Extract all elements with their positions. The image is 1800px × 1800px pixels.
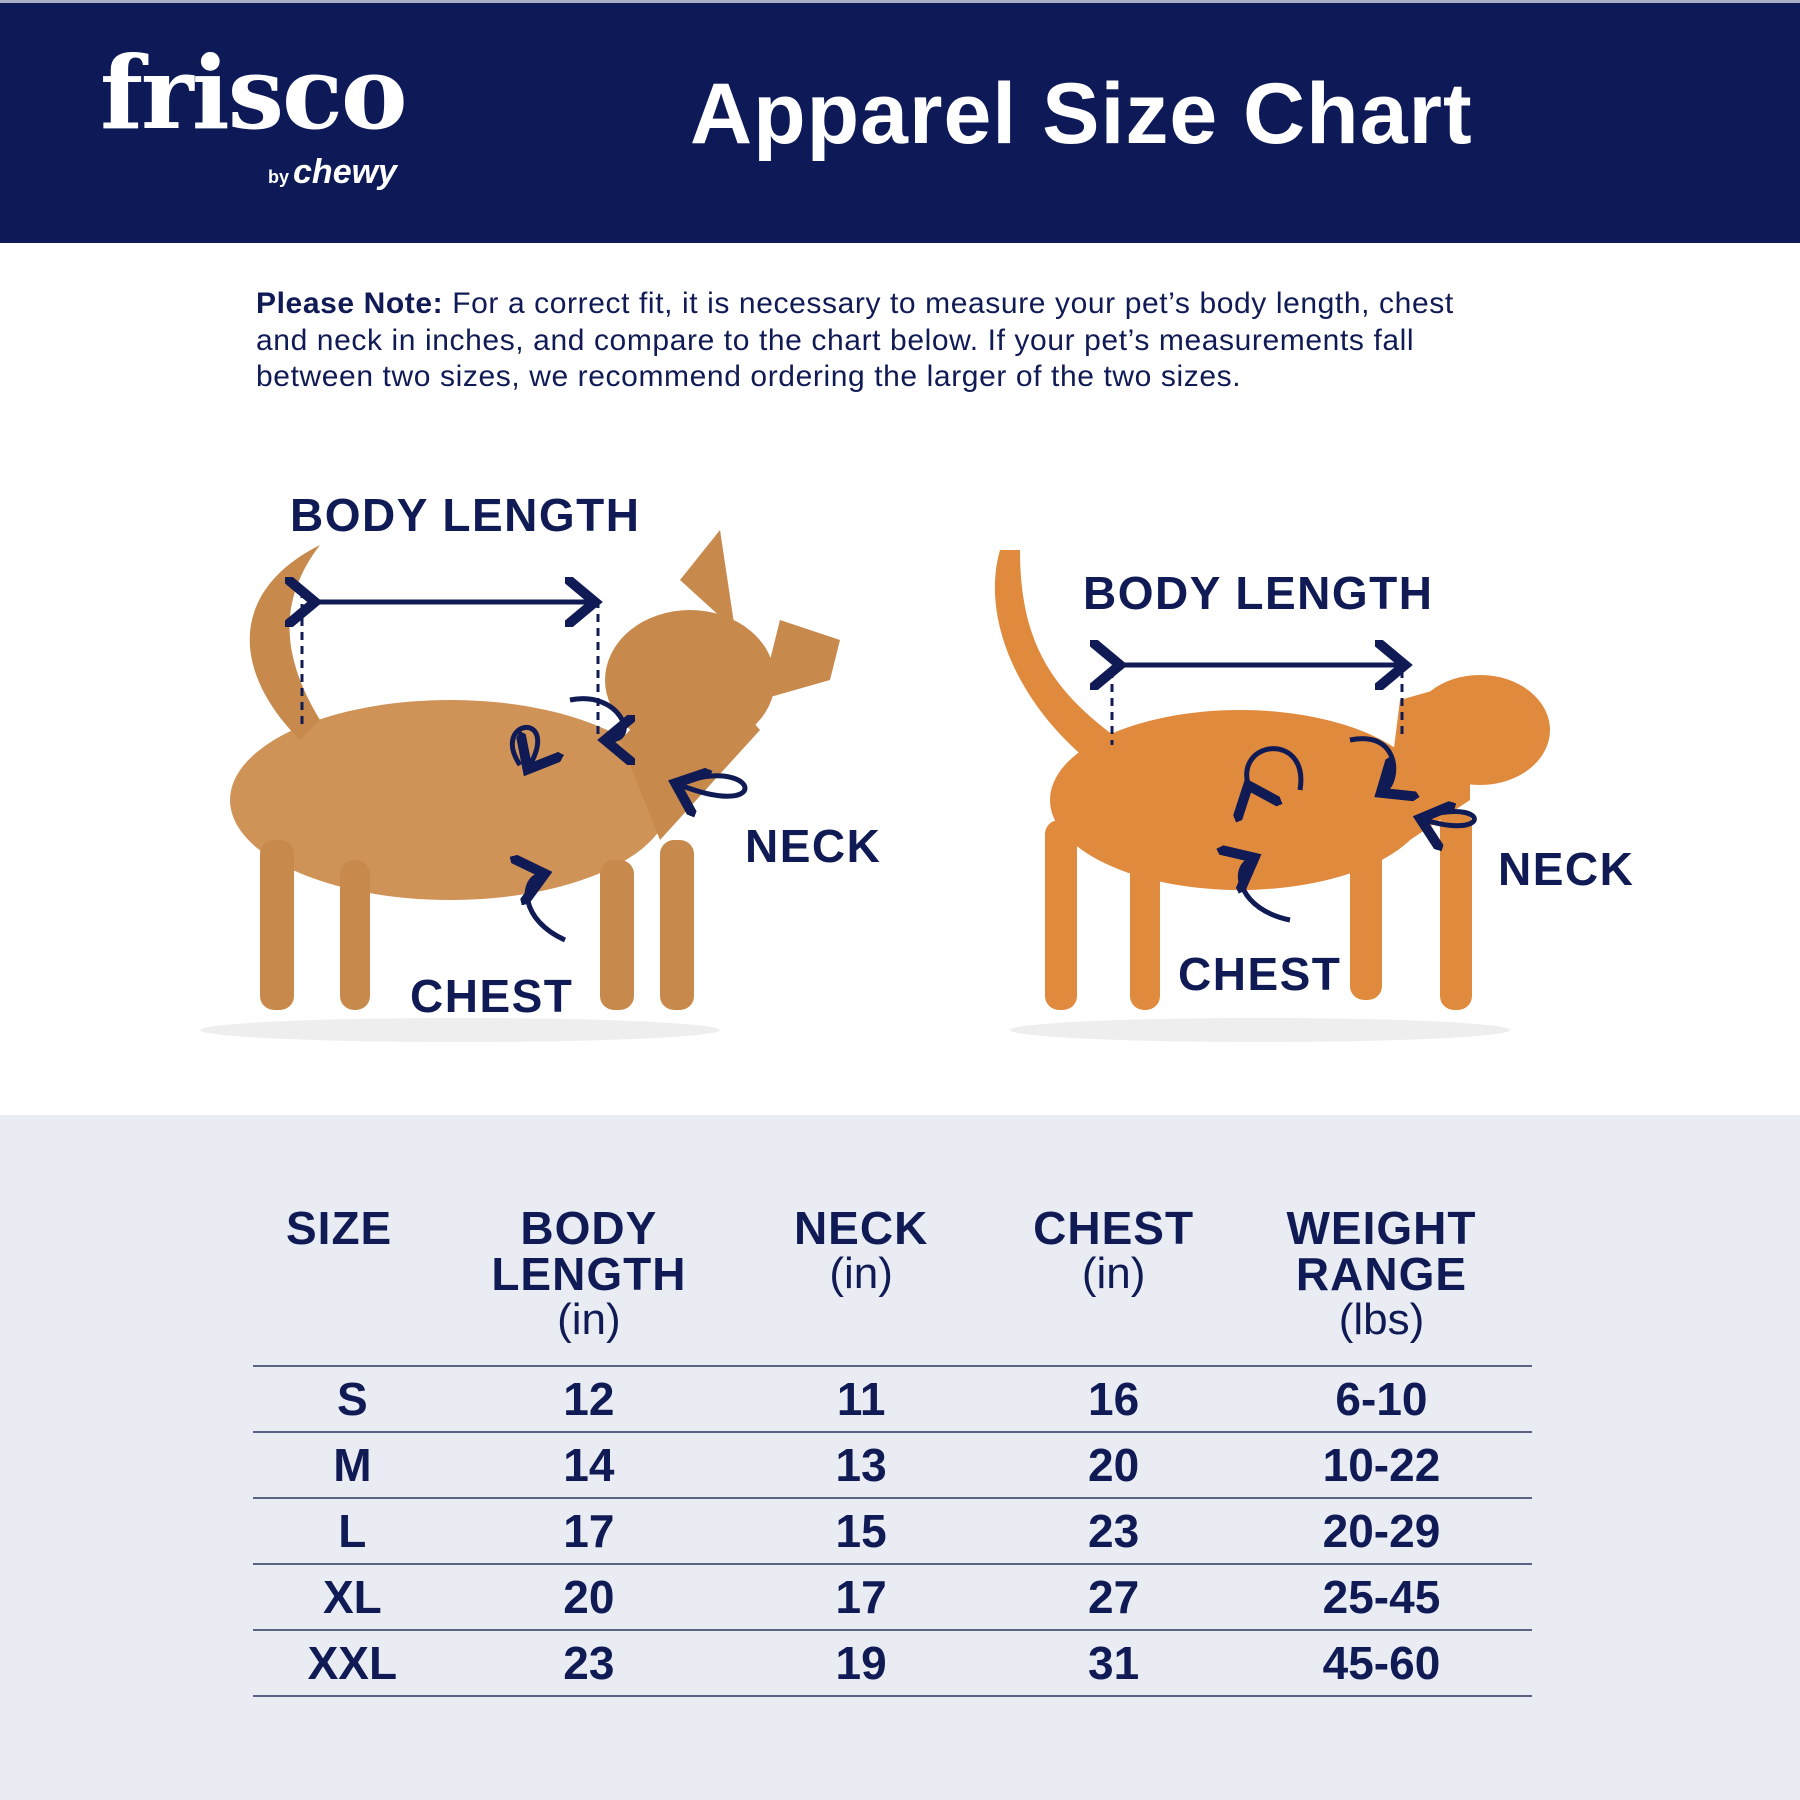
weight-cell: 45-60 <box>1230 1629 1532 1697</box>
header-weight-range: WEIGHT RANGE (lbs) <box>1286 1202 1477 1344</box>
pets-illustration <box>200 530 1550 1042</box>
body-length-cell: 23 <box>451 1629 727 1697</box>
table-row: S 12 11 16 6-10 <box>253 1365 1532 1432</box>
neck-cell: 19 <box>726 1629 997 1697</box>
neck-cell: 17 <box>726 1563 997 1630</box>
dog-measure-marks <box>302 590 748 943</box>
size-cell: XL <box>253 1563 452 1630</box>
logo-text: frisco <box>100 34 408 152</box>
table-header-row: SIZE BODY LENGTH (in) NECK (in) CHEST (in) W… <box>253 1205 1532 1366</box>
neck-cell: 11 <box>726 1365 997 1432</box>
table-row: XL 20 17 27 25-45 <box>253 1563 1532 1630</box>
cat-neck-label: NECK <box>1498 843 1635 895</box>
body-length-cell: 14 <box>451 1431 727 1498</box>
table-row: L 17 15 23 20-29 <box>253 1497 1532 1564</box>
weight-cell: 10-22 <box>1230 1431 1532 1498</box>
logo-brand: chewy <box>293 153 397 191</box>
note-label: Please Note: <box>256 287 444 320</box>
chest-cell: 23 <box>996 1497 1231 1564</box>
body-length-cell: 20 <box>451 1563 727 1630</box>
chest-cell: 31 <box>996 1629 1231 1697</box>
size-cell: L <box>253 1497 452 1564</box>
chest-cell: 16 <box>996 1365 1231 1432</box>
size-cell: M <box>253 1431 452 1498</box>
chest-cell: 20 <box>996 1431 1231 1498</box>
weight-cell: 20-29 <box>1230 1497 1532 1564</box>
page-title: Apparel Size Chart <box>690 66 1473 162</box>
table-row: M 14 13 20 10-22 <box>253 1431 1532 1498</box>
size-cell: S <box>253 1365 452 1432</box>
header-size: SIZE <box>286 1202 393 1254</box>
dog-body-length-label: BODY LENGTH <box>290 489 641 541</box>
dog-chest-label: CHEST <box>410 970 574 1022</box>
note-text: For a correct fit, it is necessary to me… <box>256 287 1454 393</box>
dog-neck-label: NECK <box>745 820 882 872</box>
please-note: Please Note: For a correct fit, it is ne… <box>256 286 1506 396</box>
body-length-cell: 17 <box>451 1497 727 1564</box>
logo-sub: by chewy <box>268 155 397 189</box>
header-banner: frisco by chewy Apparel Size Chart <box>0 0 1800 243</box>
cat-body-length-label: BODY LENGTH <box>1083 567 1434 619</box>
cat-measure-marks <box>1112 665 1477 923</box>
header-neck: NECK (in) <box>793 1202 929 1298</box>
cat-chest-label: CHEST <box>1178 948 1342 1000</box>
neck-cell: 13 <box>726 1431 997 1498</box>
logo-by: by <box>268 167 290 187</box>
measurement-illustration: BODY LENGTH NECK CHEST BODY LENGTH NECK … <box>0 440 1800 1115</box>
size-table: SIZE BODY LENGTH (in) NECK (in) CHEST (in) W… <box>253 1205 1532 1697</box>
body-length-cell: 12 <box>451 1365 727 1432</box>
table-row: XXL 23 19 31 45-60 <box>253 1629 1532 1697</box>
neck-cell: 15 <box>726 1497 997 1564</box>
header-chest: CHEST (in) <box>1033 1202 1195 1298</box>
weight-cell: 6-10 <box>1230 1365 1532 1432</box>
frisco-logo: frisco by chewy <box>100 43 460 203</box>
header-body-length: BODY LENGTH (in) <box>491 1202 687 1344</box>
chest-cell: 27 <box>996 1563 1231 1630</box>
weight-cell: 25-45 <box>1230 1563 1532 1630</box>
size-cell: XXL <box>253 1629 452 1697</box>
